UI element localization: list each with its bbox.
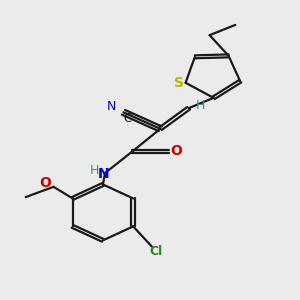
Text: N: N [106,100,116,113]
Text: H: H [196,99,205,112]
Text: O: O [40,176,51,190]
Text: N: N [98,167,109,182]
Text: S: S [174,76,184,90]
Text: C: C [124,112,132,125]
Text: Cl: Cl [150,245,163,258]
Text: O: O [170,144,182,158]
Text: H: H [90,164,100,177]
